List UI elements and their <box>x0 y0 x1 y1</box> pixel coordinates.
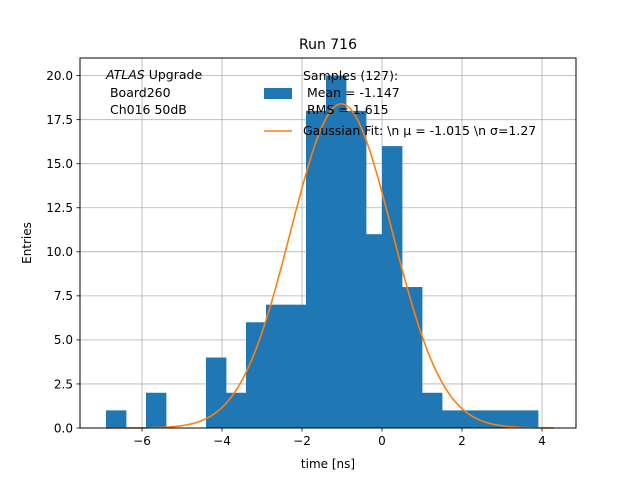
histogram-bar <box>382 146 403 428</box>
x-tick-label: 0 <box>378 434 386 448</box>
x-tick-label: −2 <box>293 434 311 448</box>
legend: Samples (127): Mean = -1.147 RMS = 1.615… <box>264 68 536 138</box>
histogram-bar <box>246 322 267 428</box>
y-tick-label: 7.5 <box>54 289 73 303</box>
legend-hist-swatch <box>264 88 292 99</box>
y-tick-label: 20.0 <box>46 69 73 83</box>
y-tick-label: 2.5 <box>54 377 73 391</box>
gaussian-fit-line <box>106 103 555 429</box>
histogram-bar <box>306 110 327 428</box>
histogram-bar <box>206 357 227 428</box>
x-axis-label: time [ns] <box>301 457 355 471</box>
y-axis-label: Entries <box>20 222 34 264</box>
legend-fit-label: Gaussian Fit: \n μ = -1.015 \n σ=1.27 <box>303 123 536 138</box>
annotation-line-3: Ch016 50dB <box>106 102 187 117</box>
y-tick-label: 5.0 <box>54 333 73 347</box>
annotation-line-1: ATLAS Upgrade <box>105 67 202 82</box>
x-tick-label: 4 <box>538 434 546 448</box>
histogram-bar <box>226 392 247 428</box>
histogram-bar <box>146 392 167 428</box>
atlas-italic: ATLAS <box>105 67 145 82</box>
plot-frame <box>79 57 577 429</box>
histogram-bar <box>402 287 423 428</box>
y-tick-label: 15.0 <box>46 157 73 171</box>
legend-hist-line-3: RMS = 1.615 <box>303 102 389 117</box>
x-tick-label: −6 <box>133 434 151 448</box>
gaussian-fit <box>106 103 555 429</box>
y-tick-label: 12.5 <box>46 201 73 215</box>
histogram-bar <box>326 75 347 428</box>
histogram-bar <box>422 392 443 428</box>
annotation-line-2: Board260 <box>106 85 171 100</box>
histogram-bar <box>106 410 127 428</box>
x-tick-label: −4 <box>213 434 231 448</box>
histogram-bars <box>106 75 539 428</box>
histogram-bar <box>366 234 383 428</box>
histogram-bar <box>266 304 307 428</box>
histogram-bar <box>346 110 367 428</box>
legend-hist-line-2: Mean = -1.147 <box>303 85 400 100</box>
x-tick-label: 2 <box>458 434 466 448</box>
y-tick-label: 0.0 <box>54 421 73 435</box>
y-tick-label: 10.0 <box>46 245 73 259</box>
histogram-bar <box>442 410 539 428</box>
chart-title: Run 716 <box>299 37 357 53</box>
legend-hist-line-1: Samples (127): <box>303 68 398 83</box>
x-axis-ticks: −6 −4 −2 0 2 4 <box>133 428 546 448</box>
atlas-annotation: ATLAS Upgrade Board260 Ch016 50dB <box>105 67 202 117</box>
y-tick-label: 17.5 <box>46 113 73 127</box>
y-axis-ticks: 0.0 2.5 5.0 7.5 10.0 12.5 15.0 17.5 20.0 <box>46 69 80 435</box>
annotation-upgrade: Upgrade <box>145 67 203 82</box>
